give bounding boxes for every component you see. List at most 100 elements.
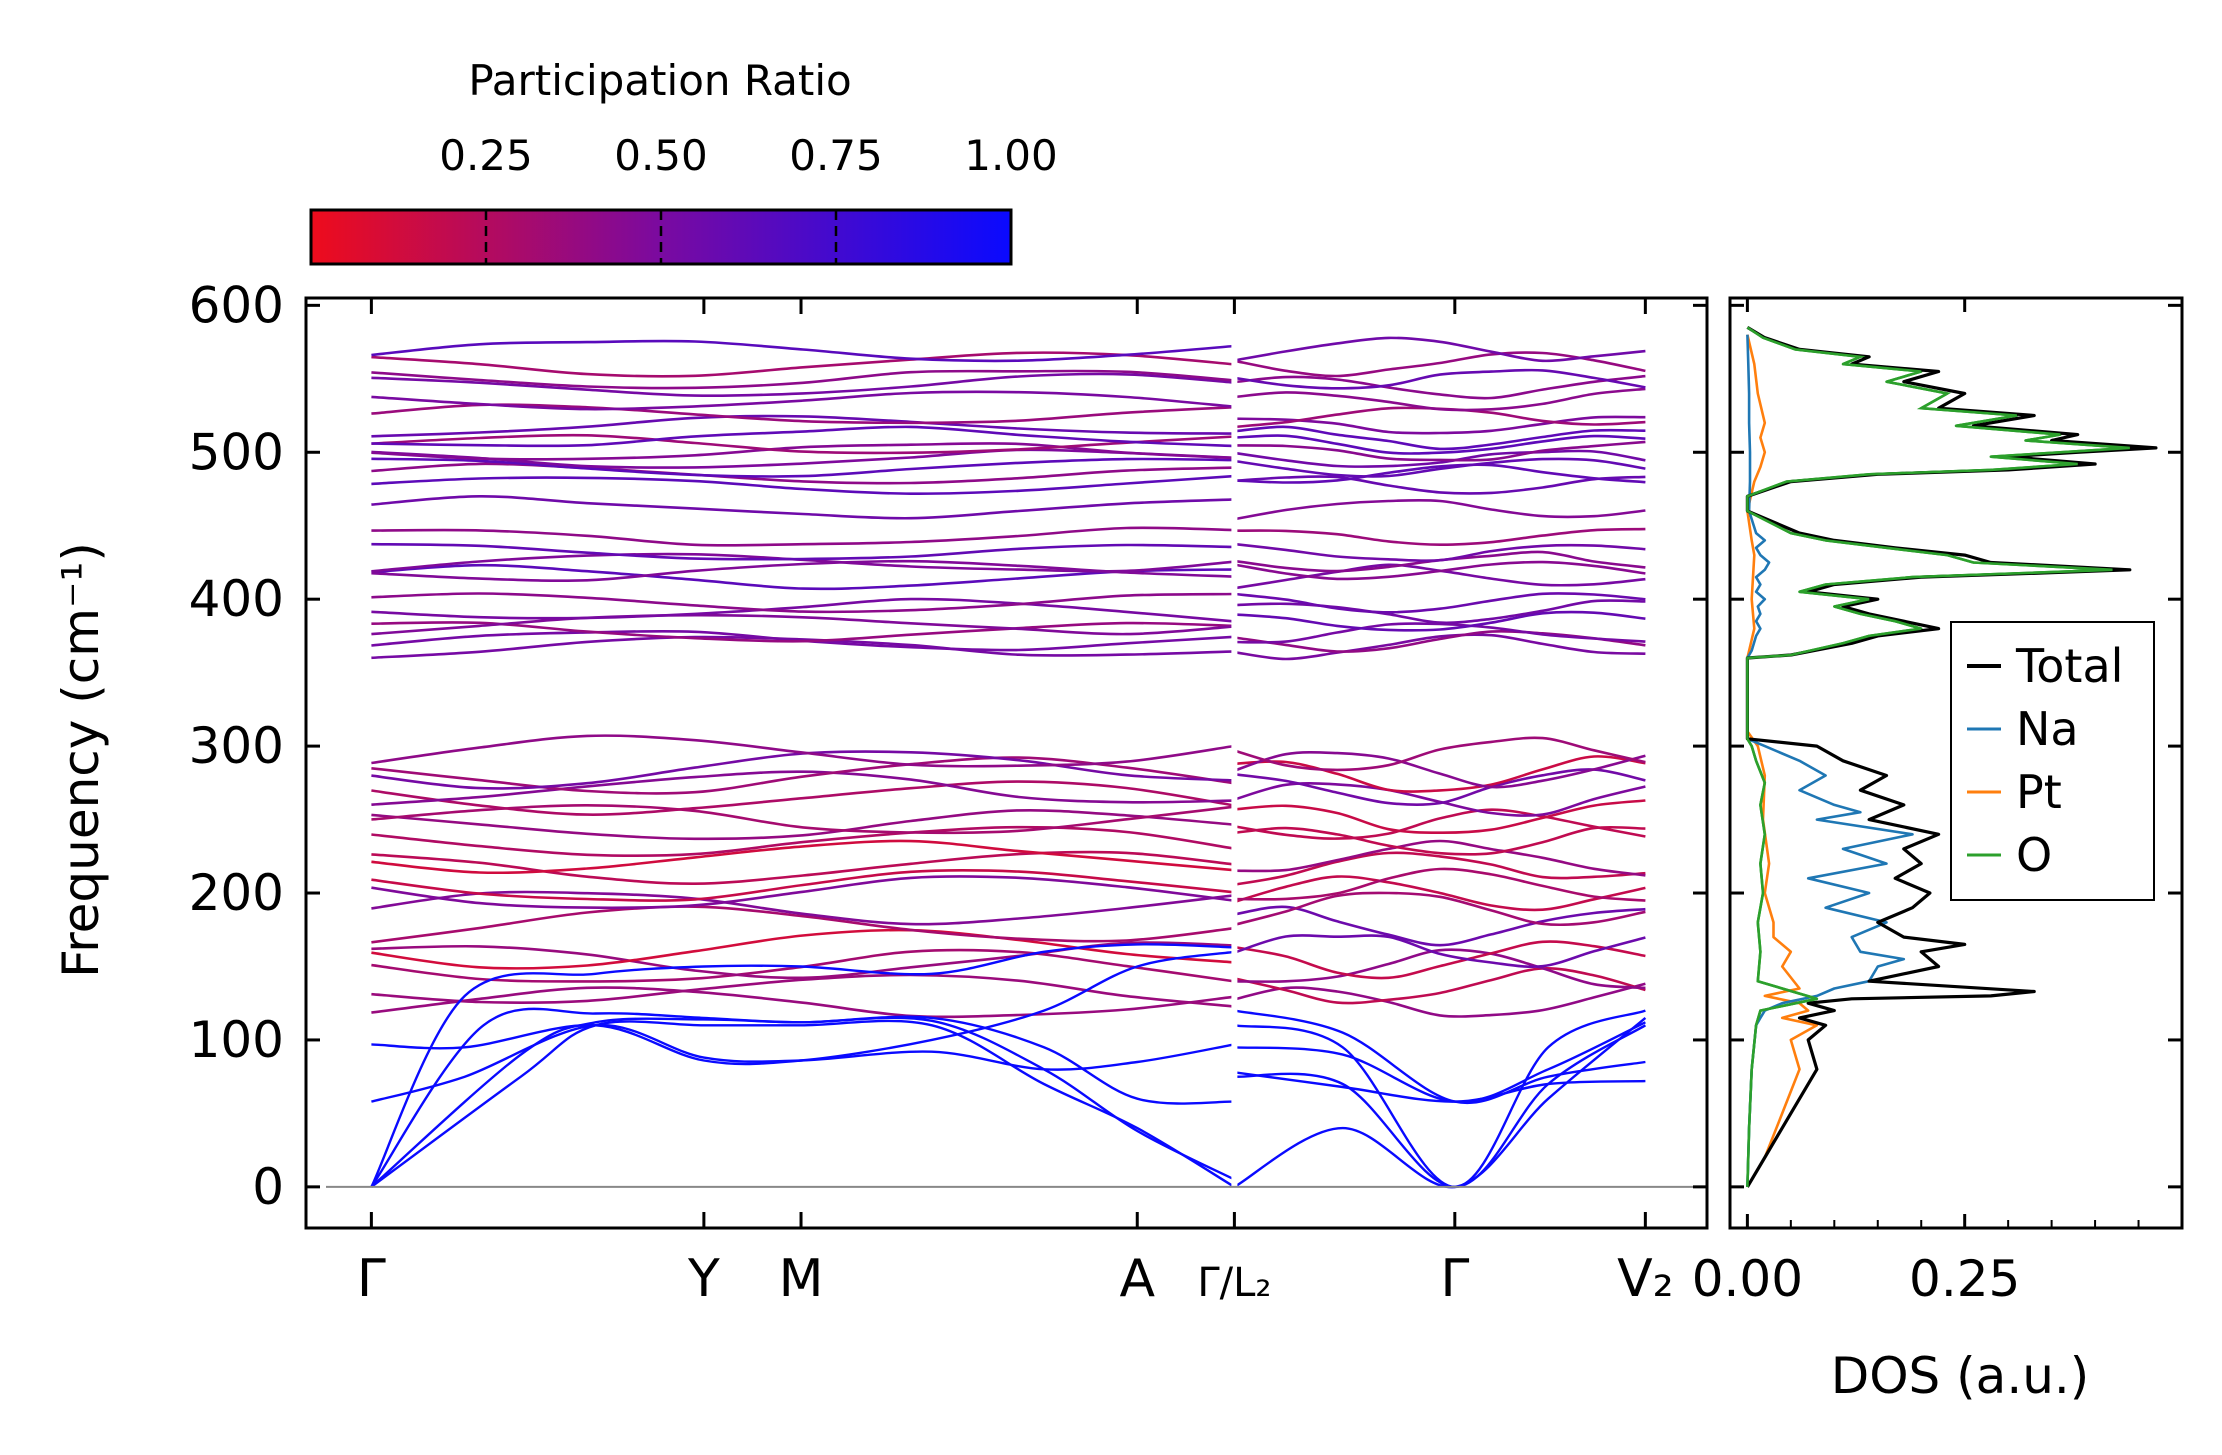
optical-band-line — [1234, 633, 1646, 661]
optical-band-line — [1234, 839, 1646, 877]
path-tick-label: V₂ — [1617, 1249, 1673, 1309]
optical-band-line — [1234, 374, 1646, 400]
acoustic-band-line — [370, 1016, 1235, 1188]
dos-series-total — [1745, 326, 2158, 1188]
y-tick-label: 500 — [189, 423, 284, 481]
y-axis-label: Frequency (cm⁻¹) — [52, 542, 110, 978]
optical-band-line — [1234, 610, 1646, 632]
optical-band-line — [1234, 449, 1646, 468]
optical-band-line — [1234, 825, 1646, 856]
optical-band-line — [371, 563, 1235, 591]
optical-band-line — [1234, 550, 1646, 573]
optical-band-line — [371, 808, 1235, 841]
dos-ticks: 0.00 0.25 — [1692, 298, 2182, 1308]
legend-label-na: Na — [2016, 702, 2079, 756]
optical-band-line — [1234, 351, 1646, 378]
optical-band-line — [371, 592, 1235, 614]
optical-band-line — [1234, 934, 1646, 969]
optical-band-line — [1234, 782, 1646, 817]
optical-band-line — [371, 890, 1235, 926]
optical-band-line — [371, 448, 1235, 469]
optical-band-line — [371, 635, 1235, 660]
colorbar: Participation Ratio 0.25 0.50 0.75 1.00 — [309, 56, 1058, 266]
band-path-ticks: Γ Y M A Γ/L₂ Γ V₂ — [357, 298, 1674, 1309]
optical-band-line — [1234, 967, 1646, 1005]
path-tick-label: A — [1119, 1249, 1155, 1309]
optical-band-line — [1234, 368, 1646, 390]
optical-band-line — [371, 803, 1235, 835]
optical-band-line — [371, 433, 1235, 455]
colorbar-tick-label: 1.00 — [964, 131, 1058, 180]
optical-band-line — [371, 780, 1235, 816]
optical-band-line — [1234, 542, 1646, 563]
optical-band-line — [371, 542, 1235, 561]
optical-band-line — [371, 474, 1235, 496]
optical-band-line — [1234, 527, 1646, 547]
optical-band-line — [1234, 799, 1646, 835]
optical-band-line — [371, 457, 1235, 478]
band-axes-frame — [304, 296, 1709, 1230]
optical-band-line — [1234, 475, 1646, 495]
y-tick-label: 200 — [189, 864, 284, 922]
optical-band-line — [1234, 755, 1646, 793]
optical-band-line — [1234, 463, 1646, 484]
optical-band-line — [1234, 622, 1646, 644]
optical-band-line — [1234, 599, 1646, 625]
optical-band-line — [371, 986, 1235, 1019]
acoustic-band-line — [370, 1019, 1236, 1188]
optical-band-line — [371, 928, 1235, 970]
acoustic-band-line — [1233, 1016, 1647, 1189]
optical-band-line — [1234, 808, 1646, 840]
optical-band-line — [371, 941, 1235, 980]
dos-x-tick-label: 0.00 — [1692, 1250, 1803, 1308]
optical-band-line — [1234, 982, 1646, 1018]
dos-series-o-top — [1746, 326, 2130, 1187]
optical-band-line — [1234, 948, 1646, 990]
optical-band-line — [1234, 425, 1646, 451]
optical-band-line — [1234, 940, 1646, 980]
path-tick-label: Γ/L₂ — [1197, 1260, 1271, 1306]
legend-label-o: O — [2016, 828, 2052, 882]
optical-band-line — [1234, 768, 1646, 807]
optical-band-line — [1234, 560, 1646, 581]
colorbar-tick-label: 0.50 — [614, 131, 708, 180]
optical-band-line — [1234, 457, 1646, 478]
optical-band-line — [371, 869, 1235, 902]
y-tick-label: 400 — [189, 570, 284, 628]
band-y-ticks: 0 100 200 300 400 500 600 — [189, 276, 1707, 1216]
acoustic-band-line — [370, 1007, 1235, 1188]
optical-band-line — [371, 734, 1235, 768]
y-tick-label: 0 — [252, 1158, 284, 1216]
optical-band-line — [1234, 434, 1646, 455]
phonon-bands — [370, 308, 1647, 1218]
dos-panel: 0.00 0.25 DOS (a.u.) Total Na Pt O — [1692, 296, 2184, 1405]
optical-band-line — [1234, 867, 1646, 902]
optical-band-line — [371, 372, 1235, 398]
optical-band-line — [1234, 851, 1646, 886]
acoustic-band-line — [370, 943, 1235, 1188]
colorbar-tick-label: 0.75 — [789, 131, 883, 180]
optical-band-line — [371, 414, 1235, 438]
optical-band-line — [371, 390, 1235, 411]
optical-band-line — [371, 905, 1235, 944]
optical-band-line — [371, 425, 1235, 448]
optical-band-line — [1234, 905, 1646, 947]
optical-band-line — [371, 597, 1235, 623]
optical-band-line — [371, 825, 1235, 858]
dos-legend: Total Na Pt O — [1950, 621, 2155, 901]
band-structure-panel: 0 100 200 300 400 500 600 Γ Y M A Γ/L₂ Γ V₂ Frequenc… — [52, 276, 1709, 1309]
optical-band-line — [1234, 875, 1646, 912]
optical-band-line — [371, 770, 1235, 806]
optical-band-line — [371, 973, 1235, 1008]
colorbar-ticks: 0.25 0.50 0.75 1.00 — [439, 131, 1058, 264]
optical-band-line — [1234, 592, 1646, 614]
dos-series-pt — [1746, 334, 1819, 1188]
legend-label-total: Total — [2015, 639, 2123, 693]
acoustic-band-line — [1234, 1009, 1646, 1105]
optical-band-line — [1233, 751, 1646, 789]
acoustic-band-line — [1234, 1071, 1646, 1103]
optical-band-line — [371, 403, 1235, 425]
path-tick-label: M — [779, 1249, 824, 1309]
dos-x-tick-label: 0.25 — [1909, 1250, 2020, 1308]
optical-band-line — [371, 552, 1235, 573]
